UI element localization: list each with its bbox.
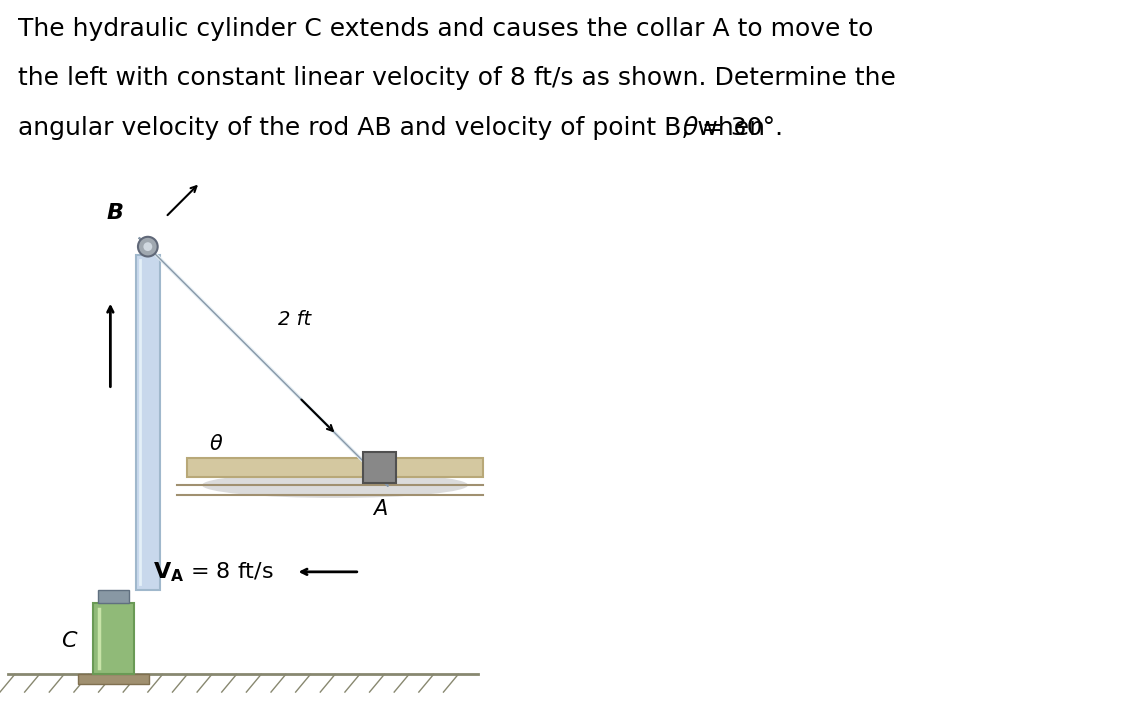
Text: $\mathbf{V_A}$ = 8 ft/s: $\mathbf{V_A}$ = 8 ft/s (153, 560, 273, 584)
Text: C: C (61, 631, 77, 651)
Polygon shape (138, 237, 389, 486)
Bar (136, 255, 160, 589)
Text: the left with constant linear velocity of 8 ft/s as shown. Determine the: the left with constant linear velocity o… (18, 66, 895, 90)
Text: The hydraulic cylinder C extends and causes the collar A to move to: The hydraulic cylinder C extends and cau… (18, 17, 874, 41)
Circle shape (144, 242, 152, 251)
Text: A: A (374, 499, 387, 518)
Ellipse shape (202, 473, 468, 498)
Text: B: B (107, 203, 123, 223)
Bar (93, 604, 134, 674)
Text: = 30°.: = 30°. (701, 115, 783, 140)
Bar (97, 589, 129, 604)
Bar (363, 452, 397, 483)
Text: angular velocity of the rod AB and velocity of point B, when: angular velocity of the rod AB and veloc… (18, 115, 773, 140)
Circle shape (138, 237, 157, 257)
Text: 2 ft: 2 ft (279, 310, 312, 328)
Bar (187, 457, 483, 478)
Text: $\mathit{\theta}$: $\mathit{\theta}$ (682, 115, 699, 140)
Text: $\theta$: $\theta$ (208, 434, 223, 454)
Bar (78, 674, 148, 684)
